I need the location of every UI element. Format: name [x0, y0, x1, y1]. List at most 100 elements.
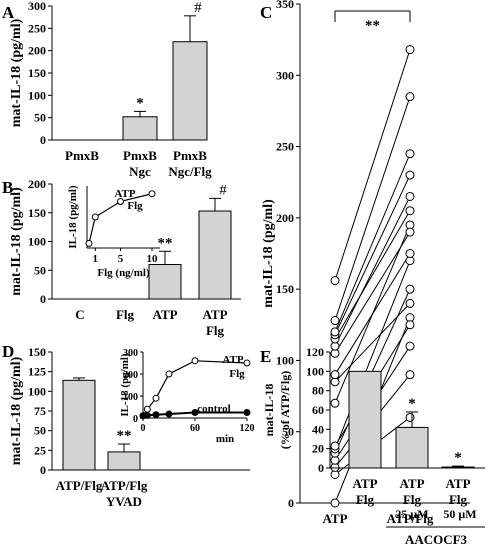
bar — [198, 210, 232, 300]
pair-line — [334, 49, 411, 281]
data-point-atp — [330, 316, 340, 326]
category-label: ATP — [152, 307, 177, 322]
category-label: PmxB — [123, 148, 157, 163]
pair-line — [334, 153, 411, 333]
panel-label-b: B — [2, 178, 13, 197]
y-tick-label: 150 — [276, 282, 294, 296]
bar — [348, 370, 382, 469]
y-tick-label: 300 — [28, 0, 46, 13]
data-point-atp-flg — [405, 249, 415, 258]
data-point-atp-flg — [405, 149, 415, 159]
y-axis-label: mat-IL-18 (pg/ml) — [261, 199, 276, 308]
bar — [107, 451, 141, 471]
y-tick-label: 50 — [282, 425, 294, 439]
treatment-label: AACOCF3 — [405, 532, 468, 546]
significance-marker: * — [136, 95, 144, 111]
y-tick-label: 150 — [28, 345, 46, 359]
y-tick-label: 80 — [312, 384, 324, 398]
significance-marker: # — [194, 0, 202, 16]
significance-marker: ** — [117, 428, 132, 444]
y-tick-label: 0 — [318, 461, 324, 475]
significance-marker: * — [454, 450, 462, 466]
inset-y-tick-label: 200 — [123, 370, 138, 381]
y-axis-label: (% of ATP/Flg) — [278, 371, 292, 449]
data-point-atp-flg — [405, 370, 415, 380]
category-label: ATP — [322, 511, 347, 526]
pair-line — [334, 96, 411, 321]
y-axis-label: mat-IL-18 (pg/ml) — [9, 356, 24, 465]
inset-data-point — [85, 239, 93, 247]
data-point-atp-flg — [405, 191, 415, 201]
category-label: PmxB — [173, 148, 207, 163]
y-tick-label: 300 — [276, 68, 294, 82]
significance-marker: ** — [365, 18, 380, 34]
y-tick-label: 200 — [28, 177, 46, 191]
y-tick-label: 50 — [34, 263, 46, 277]
pair-line — [334, 231, 411, 354]
category-label: ATP — [202, 307, 227, 322]
significance-marker: # — [219, 182, 227, 198]
y-tick-label: 50 — [34, 111, 46, 125]
bar — [395, 426, 429, 469]
data-point-atp — [330, 327, 340, 337]
category-label: Ngc/Flg — [168, 164, 212, 179]
significance-marker: ** — [158, 235, 173, 251]
data-point-atp — [330, 370, 340, 380]
category-label: YVAD — [106, 494, 142, 509]
data-point-atp-flg — [405, 170, 415, 180]
y-tick-label: 0 — [40, 292, 46, 306]
inset-data-point — [148, 190, 156, 198]
y-tick-label: 20 — [312, 442, 324, 456]
inset-data-point — [191, 357, 199, 365]
y-tick-label: 40 — [312, 422, 324, 436]
chart-e: 020406080100120ATPFlg*ATPFlg*ATPFlgmat-I… — [262, 345, 485, 546]
y-tick-label: 0 — [40, 133, 46, 147]
inset-data-point — [152, 411, 160, 419]
inset-y-tick-label: 300 — [123, 348, 138, 359]
dose-label: 50 μM — [443, 507, 476, 521]
y-axis-label: mat-IL-18 (pg/ml) — [9, 187, 24, 296]
pair-line — [334, 174, 411, 335]
data-point-atp-flg — [405, 45, 415, 55]
y-tick-label: 25 — [34, 443, 46, 457]
inset-x-tick-label: 0 — [141, 423, 146, 434]
y-tick-label: 120 — [306, 345, 324, 359]
category-label: ATP/Flg — [101, 478, 148, 493]
inset-x-axis-label: min — [216, 433, 234, 445]
y-tick-label: 75 — [34, 404, 46, 418]
data-point-atp-flg — [405, 320, 415, 330]
inset-data-point — [143, 411, 151, 419]
category-label: ATP — [399, 476, 424, 491]
inset-x-tick-label: 10 — [147, 253, 159, 265]
inset-series-label: ATP — [222, 354, 243, 366]
y-axis-label: mat-IL-18 (pg/ml) — [9, 18, 24, 127]
inset-data-point — [243, 409, 251, 416]
bar — [62, 379, 96, 471]
pair-line — [334, 260, 411, 450]
inset-chart-d: 0 100 200 300 0 60 120 min IL-18 (pg/ml) ATP Flg co… — [119, 348, 255, 445]
inset-data-point — [143, 405, 151, 413]
inset-series-label: Flg — [127, 200, 143, 212]
bar — [148, 264, 182, 300]
pair-line — [334, 210, 411, 340]
inset-data-point — [191, 409, 199, 416]
data-point-atp-flg — [405, 412, 415, 422]
chart-a: 050100150200250300PmxB*PmxBNgc#PmxBNgc/F… — [9, 0, 212, 179]
category-label: Flg — [449, 492, 468, 507]
inset-y-axis-label: IL-18 (pg/ml) — [119, 353, 131, 417]
bar — [172, 41, 208, 141]
data-point-atp-flg — [405, 284, 415, 294]
inset-data-point — [152, 394, 160, 402]
y-tick-label: 250 — [28, 21, 46, 35]
y-tick-label: 60 — [312, 403, 324, 417]
data-point-atp — [330, 276, 340, 286]
inset-x-tick-label: 120 — [240, 423, 255, 434]
y-tick-label: 250 — [276, 140, 294, 154]
category-label: Flg — [403, 492, 422, 507]
inset-series-label: ATP — [114, 188, 135, 200]
panel-label-a: A — [2, 3, 15, 22]
inset-x-axis-label: Flg (ng/ml) — [97, 267, 150, 279]
